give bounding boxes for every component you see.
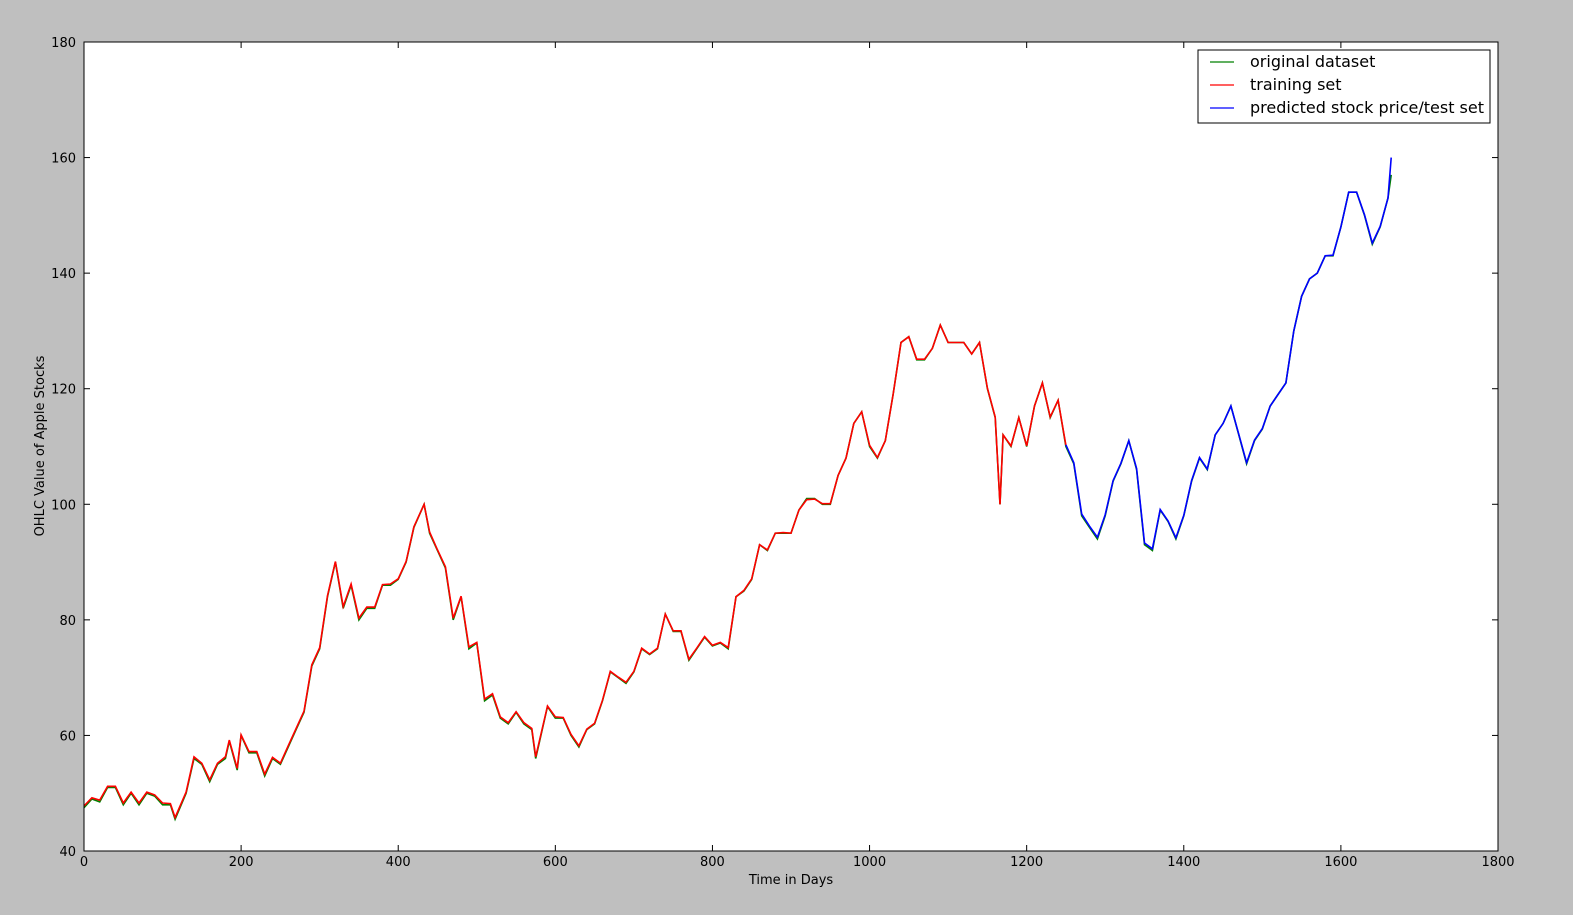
y-tick-label: 40 [59, 845, 76, 860]
legend-label: training set [1250, 75, 1342, 94]
plot-frame [83, 41, 1499, 852]
plot-area [84, 42, 1498, 851]
x-tick-label: 1400 [1167, 855, 1200, 870]
x-tick-label: 800 [700, 855, 725, 870]
x-tick-label: 1000 [853, 855, 886, 870]
x-tick-label: 400 [386, 855, 411, 870]
x-axis-label: Time in Days [748, 873, 834, 888]
y-tick-label: 160 [51, 152, 76, 167]
series-line [1065, 157, 1392, 551]
y-axis-label: OHLC Value of Apple Stocks [33, 355, 48, 536]
y-tick-label: 140 [51, 267, 76, 282]
y-tick-label: 80 [59, 614, 76, 629]
y-tick-label: 120 [51, 383, 76, 398]
legend-box [1197, 49, 1491, 124]
y-tick-label: 180 [51, 36, 76, 51]
legend-label: original dataset [1250, 52, 1375, 71]
x-tick-label: 600 [543, 855, 568, 870]
x-tick-label: 1800 [1481, 855, 1514, 870]
x-tick-label: 200 [229, 855, 254, 870]
series-line [83, 322, 1067, 820]
y-tick-label: 100 [51, 498, 76, 513]
legend-label: predicted stock price/test set [1250, 98, 1484, 117]
x-tick-label: 0 [80, 855, 88, 870]
y-tick-label: 60 [59, 729, 76, 744]
x-tick-label: 1600 [1324, 855, 1357, 870]
x-tick-label: 1200 [1010, 855, 1043, 870]
